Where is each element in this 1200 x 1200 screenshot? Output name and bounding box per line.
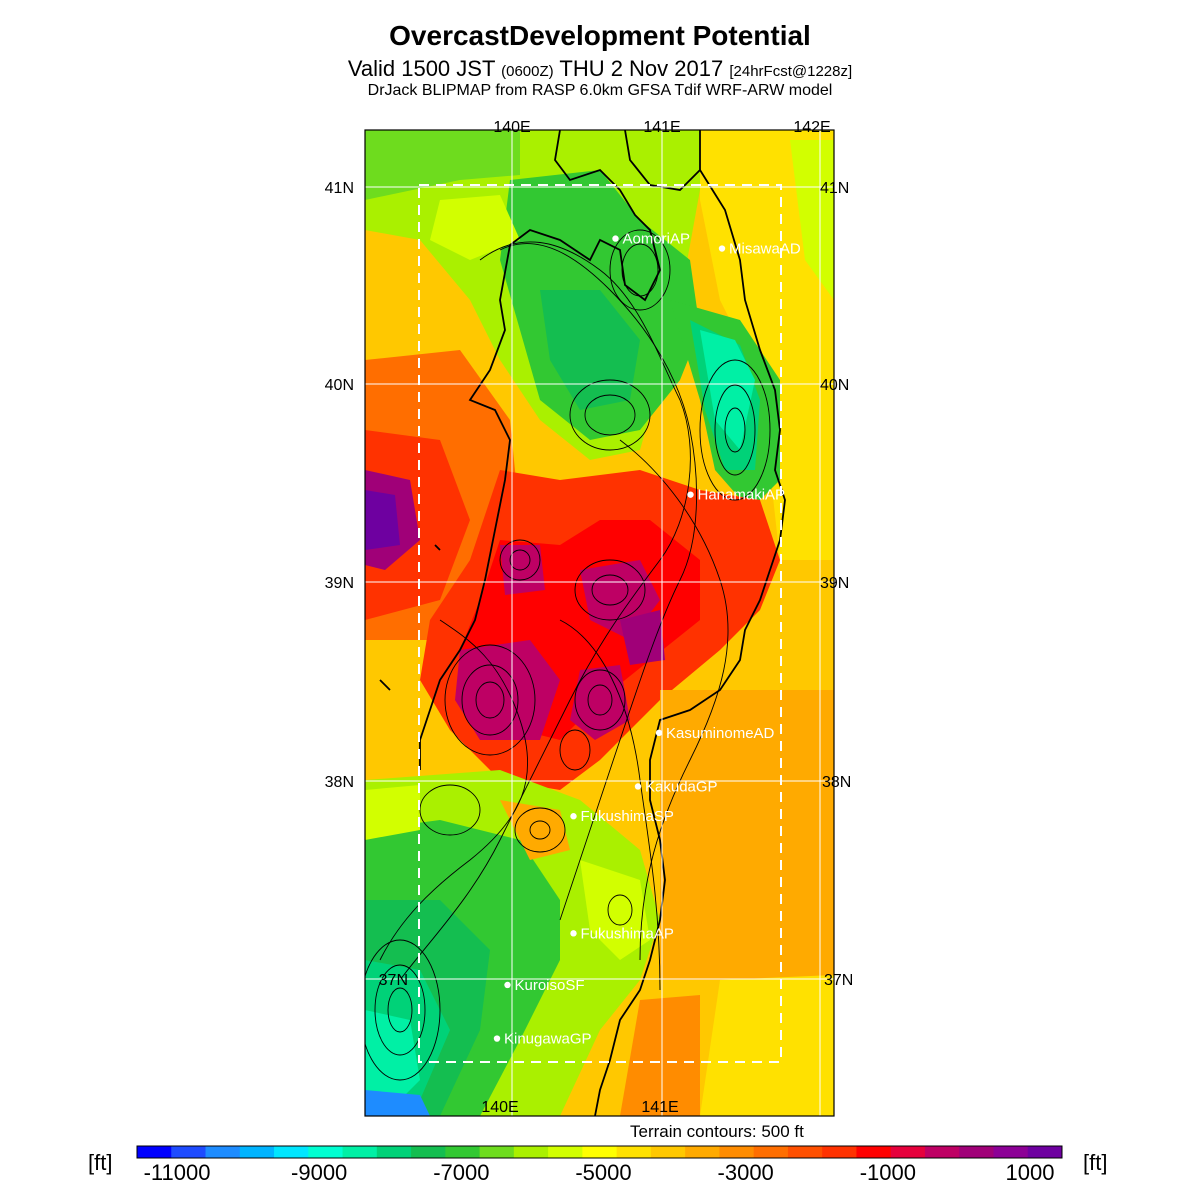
colorbar-swatch (753, 1146, 789, 1158)
axis-labels: 140E 141E 142E 140E 141E 41N 40N 39N 38N… (325, 119, 854, 1116)
utc-time: (0600Z) (501, 63, 554, 80)
station-dot (655, 729, 663, 737)
domain-boundary (418, 184, 782, 1063)
colorbar-unit-left: [ft] (88, 1150, 113, 1175)
station-label: MisawaAD (729, 241, 801, 258)
colorbar-swatch (924, 1146, 960, 1158)
model-description: DrJack BLIPMAP from RASP 6.0km GFSA Tdif… (367, 82, 833, 99)
lon-label-bottom-141: 141E (641, 1099, 678, 1116)
colorbar-tick-label: 1000 (1006, 1160, 1055, 1185)
colorbar-swatch (582, 1146, 618, 1158)
station-label: KuroisoSF (515, 977, 585, 994)
colorbar-swatch (411, 1146, 446, 1158)
station-label: AomoriAP (623, 231, 691, 248)
colorbar-swatch (376, 1146, 412, 1158)
forecast-info: [24hrFcst@1228z] (729, 63, 853, 80)
station-label: HanamakiAP (698, 487, 786, 504)
station-dot (634, 783, 642, 790)
colorbar-swatch (205, 1146, 241, 1158)
station-label: KinugawaGP (504, 1031, 592, 1048)
lat-label-left-38: 38N (325, 774, 354, 791)
colorbar-unit-right: [ft] (1083, 1150, 1108, 1175)
colorbar-swatch (548, 1146, 583, 1158)
colorbar-swatch (1027, 1146, 1063, 1158)
valid-time-line: Valid 1500 JST (0600Z) THU 2 Nov 2017 [2… (0, 56, 1200, 82)
colorbar-frame (136, 1145, 1063, 1159)
colorbar-swatch (342, 1146, 378, 1158)
lon-label-top-140: 140E (493, 119, 530, 136)
colorbar-tick-label: -11000 (144, 1160, 211, 1185)
lat-label-right-38: 38N (822, 774, 851, 791)
colorbar-swatch (685, 1146, 720, 1158)
colorbar-swatch (137, 1146, 172, 1158)
colorbar-swatch (719, 1146, 755, 1158)
colorbar-tick-label: -7000 (433, 1160, 489, 1185)
station-dot (504, 981, 511, 989)
coastline (379, 129, 786, 1117)
colorbar-swatch (239, 1146, 275, 1158)
station-markers: AomoriAP MisawaAD HanamakiAP KasuminomeAD Ka… (493, 231, 801, 1048)
lon-label-bottom-140: 140E (481, 1099, 518, 1116)
colorbar-swatch (616, 1146, 652, 1158)
colorbar-swatch (171, 1146, 207, 1158)
graticule (365, 130, 834, 1116)
lat-label-right-37: 37N (824, 972, 853, 989)
colorbar-swatch (993, 1146, 1029, 1158)
colorbar-swatch (856, 1146, 892, 1158)
lat-label-left-41: 41N (325, 180, 354, 197)
colorbar-swatch (445, 1146, 481, 1158)
valid-date: THU 2 Nov 2017 (559, 56, 724, 81)
map-title: OvercastDevelopment Potential (389, 20, 811, 51)
colorbar-swatch (890, 1146, 926, 1158)
colorbar-swatch (513, 1146, 549, 1158)
colorbar-tick-label: -1000 (860, 1160, 916, 1185)
lat-label-right-41: 41N (820, 180, 849, 197)
lat-label-left-37: 37N (379, 972, 408, 989)
terrain-contours (365, 229, 771, 1081)
lon-label-top-141: 141E (643, 119, 680, 136)
colorbar-tick-label: -9000 (291, 1160, 347, 1185)
lat-label-right-40: 40N (820, 377, 849, 394)
colorbar-swatch (479, 1146, 515, 1158)
station-dot (493, 1035, 501, 1042)
station-dot (570, 813, 577, 820)
colorbar-tick-label: -5000 (575, 1160, 631, 1185)
lat-label-left-39: 39N (325, 575, 354, 592)
station-label: FukushimaSP (581, 808, 674, 825)
valid-time: Valid 1500 JST (347, 56, 495, 81)
terrain-contour-note: Terrain contours: 500 ft (630, 1122, 804, 1141)
colorbar-swatch (650, 1146, 686, 1158)
colorbar-swatch (959, 1146, 994, 1158)
plot-frame (364, 129, 835, 1117)
colorbar-swatch (787, 1146, 823, 1158)
colorbar-swatch (308, 1146, 344, 1158)
station-dot (718, 245, 726, 252)
colorbar-swatch (274, 1146, 309, 1158)
station-label: KasuminomeAD (666, 725, 775, 742)
station-label: FukushimaAP (581, 925, 674, 942)
colorbar-swatch (822, 1146, 857, 1158)
station-label: KakudaGP (645, 778, 718, 795)
station-dot (570, 930, 577, 937)
station-dot (687, 491, 694, 498)
colorbar: -11000 -9000 -7000 -5000 -3000 -1000 1000 (136, 1145, 1063, 1185)
lat-label-left-40: 40N (325, 377, 354, 394)
lat-label-right-39: 39N (820, 575, 849, 592)
colorbar-tick-label: -3000 (718, 1160, 774, 1185)
potential-field (365, 130, 834, 1116)
station-dot (612, 235, 619, 242)
lon-label-top-142: 142E (793, 119, 830, 136)
